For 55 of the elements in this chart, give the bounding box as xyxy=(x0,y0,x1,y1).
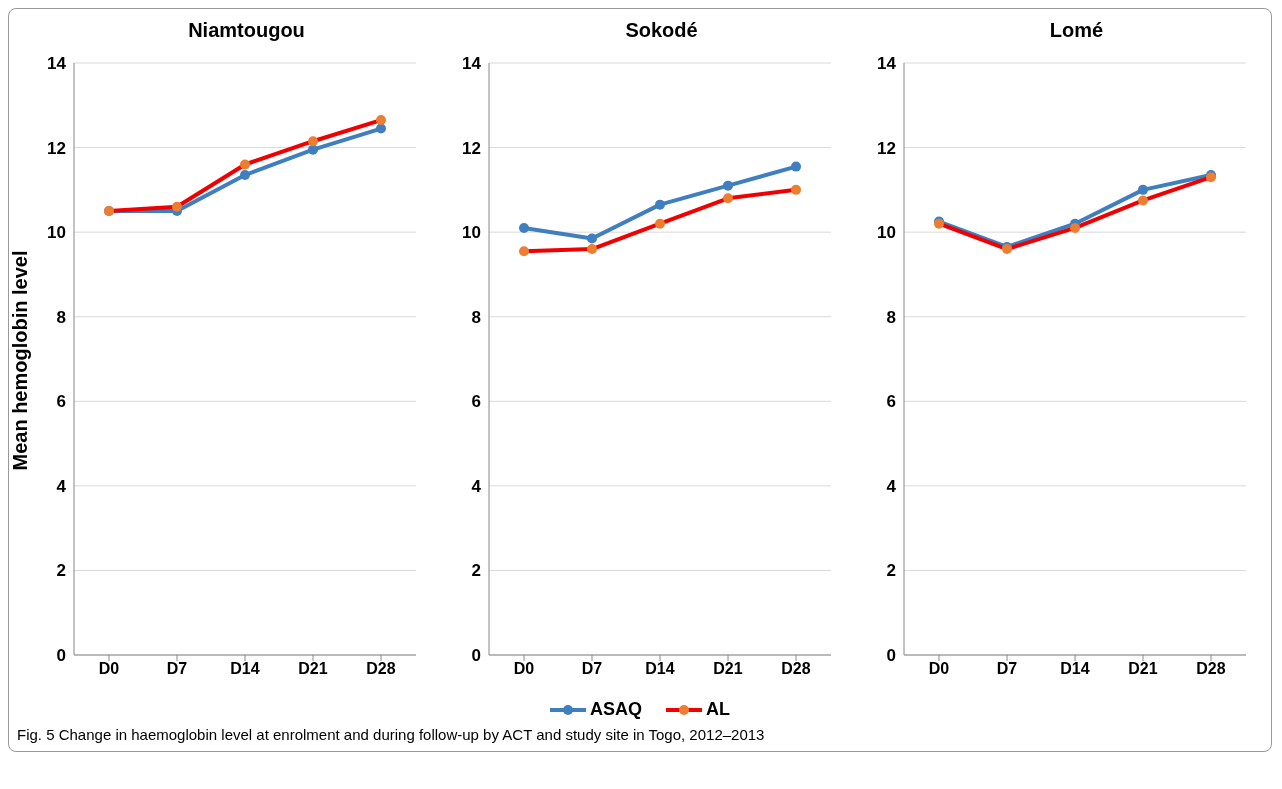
y-tick-label: 4 xyxy=(471,476,482,496)
x-tick-label: D0 xyxy=(98,660,120,678)
point xyxy=(655,199,665,210)
y-tick-label: 10 xyxy=(462,223,481,243)
y-tick-label: 8 xyxy=(886,307,896,327)
point xyxy=(587,233,597,244)
y-tick-label: 14 xyxy=(47,54,67,74)
point xyxy=(723,180,733,191)
point xyxy=(308,144,318,155)
y-tick-label: 6 xyxy=(56,392,66,412)
y-tick-label: 12 xyxy=(877,138,896,158)
x-tick-label: D7 xyxy=(996,660,1018,678)
x-tick-label: D0 xyxy=(928,660,950,678)
x-tick-label: D14 xyxy=(1060,660,1090,678)
y-tick-label: 2 xyxy=(471,561,481,581)
x-tick-label: D7 xyxy=(581,660,603,678)
x-tick-label: D28 xyxy=(781,660,811,678)
y-tick-label: 2 xyxy=(886,561,896,581)
y-tick-label: 10 xyxy=(877,223,896,243)
y-tick-label: 6 xyxy=(471,392,481,412)
y-axis-title: Mean hemoglobin level xyxy=(8,249,32,471)
y-tick-label: 0 xyxy=(471,646,481,666)
chart-title: Sokodé xyxy=(624,19,699,43)
x-tick-label: D21 xyxy=(1128,660,1158,678)
x-tick-label: D21 xyxy=(298,660,328,678)
y-tick-label: 2 xyxy=(56,561,66,581)
y-tick-label: 14 xyxy=(462,54,482,74)
y-tick-label: 12 xyxy=(462,138,481,158)
legend-label: ASAQ xyxy=(589,699,642,720)
x-tick-label: D21 xyxy=(713,660,743,678)
x-tick-label: D14 xyxy=(645,660,675,678)
legend-label: AL xyxy=(706,699,730,720)
y-tick-label: 0 xyxy=(56,646,66,666)
point xyxy=(240,170,250,181)
y-tick-label: 14 xyxy=(877,54,897,74)
x-tick-label: D28 xyxy=(1196,660,1226,678)
chart-title: Lomé xyxy=(1048,19,1105,43)
y-tick-label: 10 xyxy=(47,223,66,243)
y-tick-label: 4 xyxy=(56,476,67,496)
x-tick-label: D14 xyxy=(230,660,260,678)
x-tick-label: D0 xyxy=(513,660,535,678)
y-tick-label: 8 xyxy=(56,307,66,327)
x-tick-label: D7 xyxy=(166,660,188,678)
y-tick-label: 4 xyxy=(886,476,897,496)
caption: Fig. 5 Change in haemoglobin level at enrolment and during follow-up by ACT and study site in Togo, 2012–2013 xyxy=(16,725,766,745)
y-tick-label: 12 xyxy=(47,138,66,158)
x-tick-label: D28 xyxy=(366,660,396,678)
point xyxy=(519,222,529,233)
chart-title: Niamtougou xyxy=(187,19,306,43)
point xyxy=(791,161,801,172)
y-tick-label: 6 xyxy=(886,392,896,412)
y-tick-label: 0 xyxy=(886,646,896,666)
point xyxy=(1138,184,1148,195)
y-tick-label: 8 xyxy=(471,307,481,327)
point xyxy=(376,123,386,134)
